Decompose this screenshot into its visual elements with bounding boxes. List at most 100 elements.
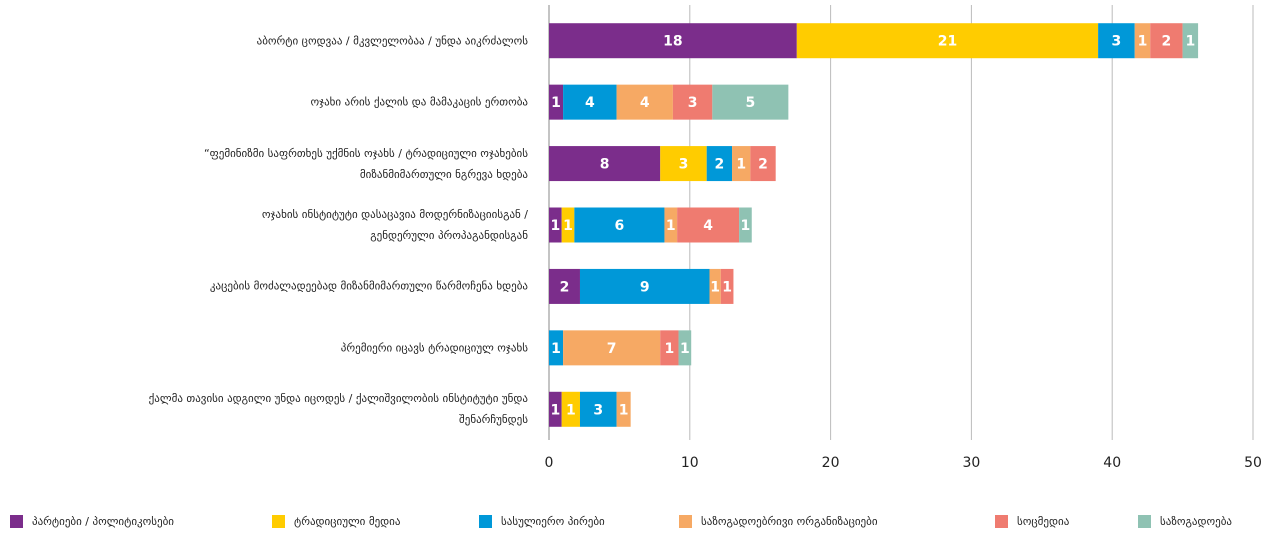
- bar-segment: [1098, 23, 1135, 59]
- legend-item: სასულიერო პირები: [479, 515, 605, 528]
- data-label: 5: [745, 95, 755, 111]
- bar-segment: [660, 146, 707, 182]
- legend-swatch: [1138, 515, 1151, 528]
- bar-segment: [561, 207, 575, 243]
- data-label: 4: [703, 218, 713, 234]
- category-label: პრემიერი იცავს ტრადიციულ ოჯახს: [340, 341, 528, 355]
- data-label: 1: [741, 218, 751, 234]
- legend-swatch: [479, 515, 492, 528]
- bar-segment: [549, 23, 797, 59]
- data-label: 1: [619, 402, 629, 418]
- data-label: 1: [1185, 34, 1195, 50]
- x-tick-label: 50: [1244, 455, 1262, 471]
- category-label: “ფემინიზმი საფრთხეს უქმნის ოჯახს / ტრადი…: [203, 146, 528, 181]
- data-label: 6: [615, 218, 625, 234]
- bar-segment: [563, 84, 617, 120]
- bar-segment: [712, 84, 789, 120]
- data-label: 1: [551, 341, 561, 357]
- legend-label: საზოგადოებრივი ორგანიზაციები: [701, 515, 878, 528]
- bar-segment: [739, 207, 752, 243]
- x-tick-label: 10: [681, 455, 699, 471]
- bar-segment: [1182, 23, 1199, 59]
- data-label: 1: [736, 157, 746, 173]
- data-label: 1: [563, 218, 573, 234]
- legend-item: საზოგადოება: [1138, 515, 1232, 528]
- bar-segment: [616, 391, 631, 427]
- category-label: აბორტი ცოდვაა / მკვლელობაა / უნდა აიკრძა…: [256, 34, 528, 48]
- legend-item: საზოგადოებრივი ორგანიზაციები: [679, 515, 878, 528]
- legend-label: საზოგადოება: [1160, 515, 1232, 528]
- data-label: 1: [566, 402, 576, 418]
- x-tick-label: 40: [1103, 455, 1121, 471]
- data-label: 1: [550, 218, 560, 234]
- bar-segment: [579, 391, 617, 427]
- bar-segment: [720, 268, 734, 304]
- data-label: 8: [600, 157, 610, 173]
- legend-label: ტრადიციული მედია: [294, 515, 401, 528]
- bar-segment: [678, 330, 692, 366]
- data-label: 1: [680, 341, 690, 357]
- bar-segment: [579, 268, 710, 304]
- data-label: 4: [585, 95, 595, 111]
- data-label: 4: [640, 95, 650, 111]
- bar-segment: [561, 391, 580, 427]
- x-tick-label: 30: [962, 455, 980, 471]
- bar-segment: [563, 330, 661, 366]
- legend-label: პარტიები / პოლიტიკოსები: [32, 515, 174, 528]
- legend-item: პარტიები / პოლიტიკოსები: [10, 515, 174, 528]
- data-label: 2: [714, 157, 724, 173]
- data-label: 1: [551, 95, 561, 111]
- data-label: 7: [607, 341, 617, 357]
- category-label: ოჯახის ინსტიტუტი დასაცავია მოდერნიზაციის…: [261, 208, 528, 242]
- bar-segment: [1150, 23, 1183, 59]
- data-label: 1: [665, 341, 675, 357]
- bar-segment: [796, 23, 1099, 59]
- bar-segment: [549, 330, 564, 366]
- bar-segment: [549, 391, 562, 427]
- bar-segment: [616, 84, 673, 120]
- bar-segment: [549, 146, 661, 182]
- bar-segment: [1134, 23, 1151, 59]
- data-label: 1: [666, 218, 676, 234]
- data-label: 1: [722, 279, 732, 295]
- bar-segment: [549, 207, 562, 243]
- bar-segment: [732, 146, 751, 182]
- bar-segment: [677, 207, 740, 243]
- data-label: 9: [640, 279, 650, 295]
- bar-segment: [664, 207, 678, 243]
- data-label: 3: [688, 95, 698, 111]
- bar-segment: [574, 207, 665, 243]
- bar-segment: [660, 330, 679, 366]
- category-label: ოჯახი არის ქალის და მამაკაცის ერთობა: [310, 95, 528, 109]
- bar-segment: [549, 84, 564, 120]
- bar-segment: [672, 84, 713, 120]
- category-label: კაცების მოძალადეებად მიზანმიმართული წარმ…: [209, 279, 528, 293]
- data-label: 3: [679, 157, 689, 173]
- x-tick-label: 0: [545, 455, 554, 471]
- data-label: 3: [593, 402, 603, 418]
- legend-swatch: [679, 515, 692, 528]
- category-label: ქალმა თავისი ადგილი უნდა იცოდეს / ქალიშვ…: [148, 392, 528, 427]
- data-label: 21: [938, 34, 957, 50]
- bar-segment: [709, 268, 721, 304]
- data-label: 1: [710, 279, 720, 295]
- legend-swatch: [995, 515, 1008, 528]
- data-label: 1: [550, 402, 560, 418]
- bar-segment: [706, 146, 733, 182]
- bar-segment: [750, 146, 776, 182]
- data-label: 2: [1162, 34, 1172, 50]
- legend-label: სასულიერო პირები: [501, 515, 605, 528]
- legend-item: ტრადიციული მედია: [272, 515, 400, 528]
- legend-label: სოცმედია: [1017, 515, 1070, 528]
- legend-item: სოცმედია: [995, 515, 1069, 528]
- legend-swatch: [272, 515, 285, 528]
- legend-swatch: [10, 515, 23, 528]
- bar-segment: [549, 268, 580, 304]
- data-label: 2: [758, 157, 768, 173]
- data-label: 2: [560, 279, 570, 295]
- x-tick-label: 20: [822, 455, 840, 471]
- data-label: 18: [663, 34, 682, 50]
- data-label: 1: [1138, 34, 1148, 50]
